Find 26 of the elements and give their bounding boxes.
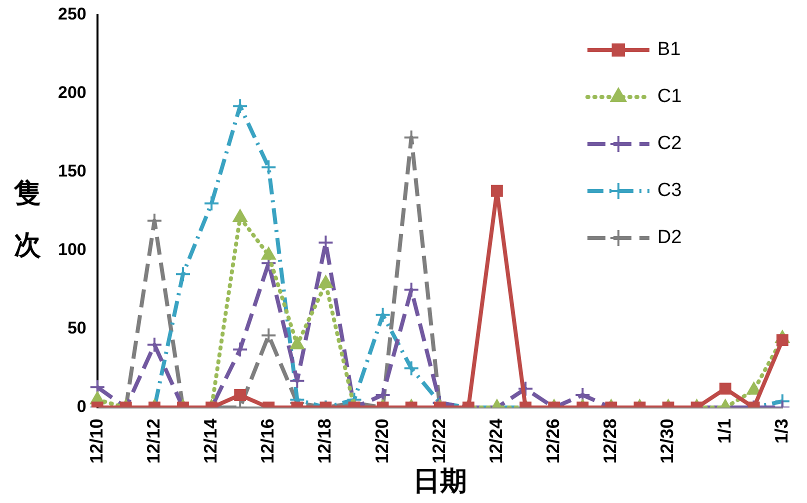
x-tick-label: 12/12 (143, 418, 164, 464)
x-axis-title: 日期 (412, 466, 467, 497)
x-tick-label: 12/26 (543, 418, 564, 464)
legend-label: C3 (657, 180, 682, 202)
legend-label: D2 (657, 227, 682, 248)
x-tick-label: 12/22 (428, 418, 449, 464)
y-tick-label: 200 (58, 83, 86, 102)
x-tick-label: 1/3 (771, 418, 792, 444)
y-axis-title: 隻次 (14, 177, 42, 263)
legend-label: C1 (657, 86, 682, 108)
x-tick-label: 12/20 (372, 418, 392, 464)
y-tick-label: 150 (58, 162, 86, 181)
x-tick-label: 12/14 (200, 418, 221, 464)
x-tick-label: 12/18 (314, 418, 335, 464)
y-tick-label: 0 (76, 397, 86, 416)
y-tick-label: 250 (58, 4, 86, 24)
y-tick-label: 100 (58, 240, 86, 260)
x-tick-label: 12/28 (600, 418, 620, 464)
x-tick-label: 12/24 (486, 418, 506, 464)
x-tick-label: 1/1 (714, 418, 734, 444)
legend-label: B1 (657, 39, 681, 60)
x-tick-label: 12/30 (657, 418, 678, 464)
x-tick-label: 12/10 (86, 418, 106, 464)
y-tick-label: 50 (67, 318, 86, 338)
x-tick-label: 12/16 (258, 418, 278, 464)
legend-label: C2 (657, 133, 682, 154)
